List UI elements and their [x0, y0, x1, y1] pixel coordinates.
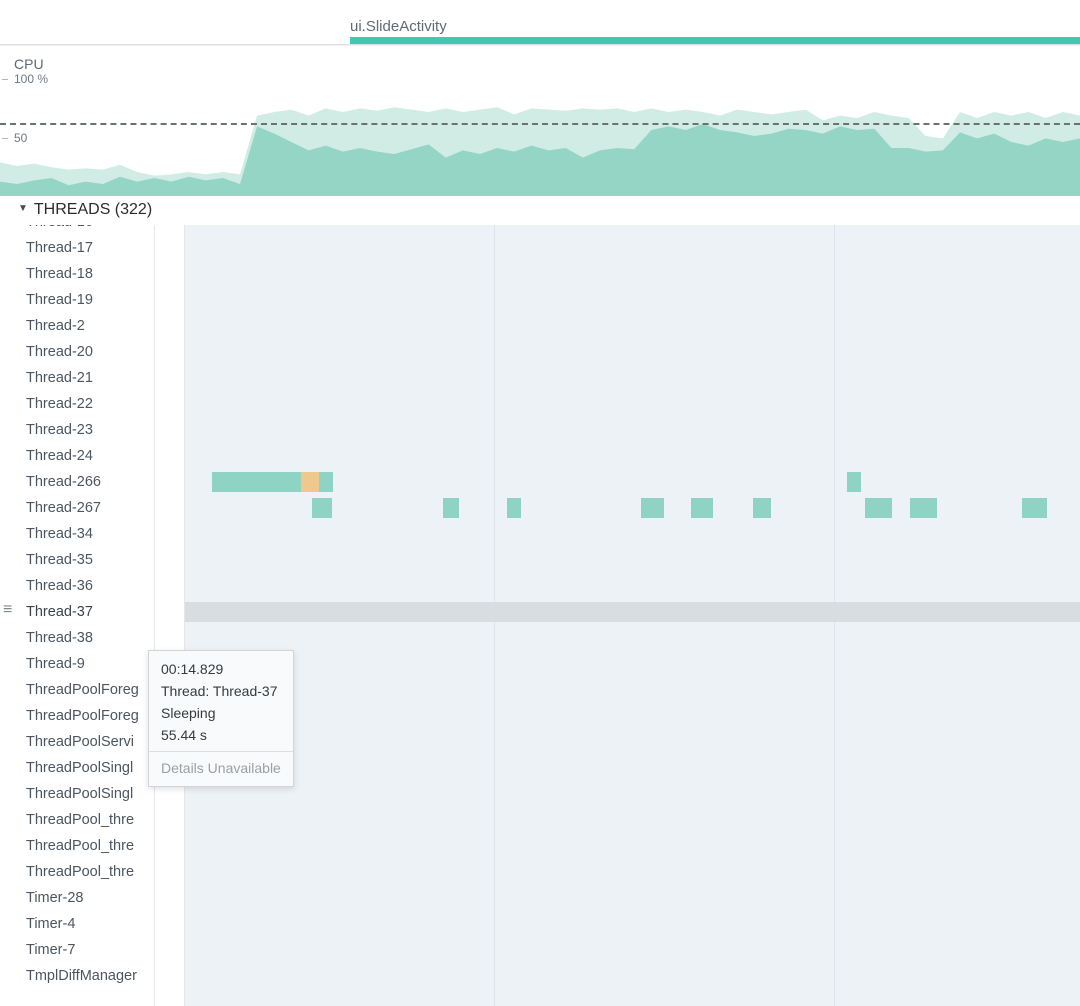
thread-name-row[interactable]: Thread-19: [0, 287, 154, 313]
timeline-pane[interactable]: [155, 225, 1080, 1006]
thread-name-row[interactable]: Thread-17: [0, 235, 154, 261]
timeline[interactable]: [185, 225, 1080, 1006]
thread-activity-segment[interactable]: [301, 472, 319, 492]
thread-name-row[interactable]: Thread-267: [0, 495, 154, 521]
thread-name-row[interactable]: ThreadPoolForeg: [0, 677, 154, 703]
thread-name-row[interactable]: Thread-22: [0, 391, 154, 417]
collapse-triangle-icon[interactable]: ▼: [18, 203, 28, 214]
cpu-tick-mark-50: [2, 138, 8, 139]
thread-activity-segment[interactable]: [865, 498, 892, 518]
thread-name-row[interactable]: Thread-35: [0, 547, 154, 573]
cpu-title: CPU: [14, 56, 44, 72]
cpu-tick-mark-100: [2, 79, 8, 80]
thread-activity-segment[interactable]: [641, 498, 663, 518]
thread-name-row[interactable]: ThreadPool_thre: [0, 807, 154, 833]
tooltip-thread: Thread: Thread-37: [161, 683, 281, 699]
thread-activity-segment[interactable]: [212, 472, 302, 492]
thread-name-row[interactable]: ThreadPoolSingl: [0, 755, 154, 781]
thread-activity-segment[interactable]: [312, 498, 332, 518]
cpu-chart-panel[interactable]: CPU 100 % 50: [0, 45, 1080, 195]
thread-name-row[interactable]: Thread-37: [0, 599, 154, 625]
thread-name-row[interactable]: ThreadPool_thre: [0, 859, 154, 885]
thread-activity-segment[interactable]: [443, 498, 459, 518]
thread-name-row[interactable]: Thread-24: [0, 443, 154, 469]
thread-name-list[interactable]: Thread-16 Thread-17Thread-18Thread-19Thr…: [0, 225, 155, 1006]
thread-row-highlight: [185, 602, 1080, 622]
thread-name-row[interactable]: Thread-9: [0, 651, 154, 677]
thread-activity-segment[interactable]: [753, 498, 771, 518]
thread-name-row[interactable]: Thread-21: [0, 365, 154, 391]
thread-row-handle-icon[interactable]: ≡: [3, 603, 17, 617]
thread-name-row[interactable]: ThreadPoolForeg: [0, 703, 154, 729]
tooltip-duration: 55.44 s: [161, 727, 281, 743]
thread-name-row[interactable]: Timer-4: [0, 911, 154, 937]
thread-activity-segment[interactable]: [910, 498, 937, 518]
tooltip-footer: Details Unavailable: [161, 760, 281, 776]
thread-name-row[interactable]: Timer-7: [0, 937, 154, 963]
thread-name-row[interactable]: Thread-38: [0, 625, 154, 651]
thread-activity-segment[interactable]: [1022, 498, 1047, 518]
thread-name-row[interactable]: ThreadPool_thre: [0, 833, 154, 859]
thread-activity-segment[interactable]: [507, 498, 520, 518]
thread-name-row[interactable]: Thread-20: [0, 339, 154, 365]
thread-name-row[interactable]: Thread-18: [0, 261, 154, 287]
thread-name-row[interactable]: TmplDiffManager: [0, 963, 154, 989]
thread-activity-segment[interactable]: [319, 472, 332, 492]
tooltip-state: Sleeping: [161, 705, 281, 721]
thread-name-row[interactable]: ThreadPoolSingl: [0, 781, 154, 807]
thread-name-row[interactable]: Thread-36: [0, 573, 154, 599]
cpu-tick-50: 50: [14, 131, 27, 145]
activity-wrap: ui.SlideActivity: [350, 18, 1080, 44]
cpu-threshold-line: [0, 123, 1080, 125]
thread-name-row[interactable]: ThreadPoolServi: [0, 729, 154, 755]
cpu-area-chart: [0, 46, 1080, 196]
thread-name-row[interactable]: Thread-266: [0, 469, 154, 495]
tooltip-time: 00:14.829: [161, 661, 281, 677]
thread-name-row[interactable]: Thread-2: [0, 313, 154, 339]
thread-activity-segment[interactable]: [691, 498, 713, 518]
thread-name-row[interactable]: Thread-23: [0, 417, 154, 443]
cpu-tick-100: 100 %: [14, 72, 48, 86]
threads-header[interactable]: ▼ THREADS (322): [0, 195, 1080, 225]
thread-name-row[interactable]: Timer-28: [0, 885, 154, 911]
thread-tooltip: 00:14.829 Thread: Thread-37 Sleeping 55.…: [148, 650, 294, 787]
thread-name-row[interactable]: Thread-34: [0, 521, 154, 547]
thread-activity-segment[interactable]: [847, 472, 860, 492]
threads-body: Thread-16 Thread-17Thread-18Thread-19Thr…: [0, 225, 1080, 1006]
threads-title: THREADS (322): [34, 201, 152, 219]
activity-header: ui.SlideActivity: [0, 0, 1080, 45]
timeline-gutter: [155, 225, 185, 1006]
activity-label: ui.SlideActivity: [350, 18, 1080, 37]
activity-bar: [350, 37, 1080, 44]
thread-name-row[interactable]: Thread-16: [0, 225, 154, 235]
